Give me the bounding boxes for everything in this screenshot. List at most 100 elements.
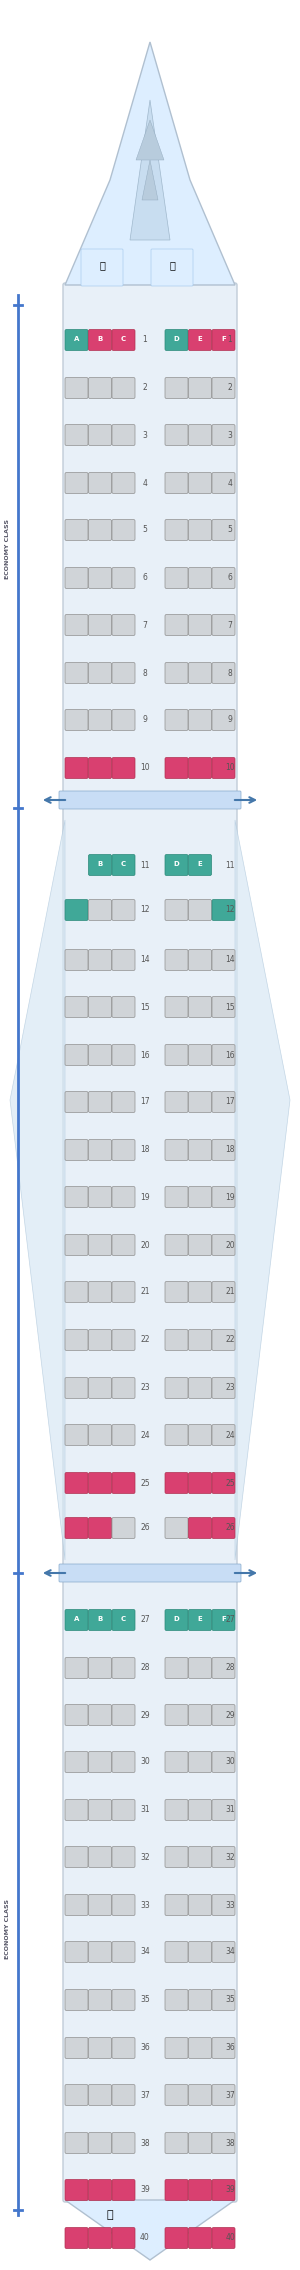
FancyBboxPatch shape	[188, 663, 212, 683]
FancyBboxPatch shape	[188, 568, 212, 588]
FancyBboxPatch shape	[112, 758, 135, 779]
FancyBboxPatch shape	[188, 2038, 212, 2059]
Text: 32: 32	[225, 1852, 235, 1861]
FancyBboxPatch shape	[88, 854, 112, 876]
FancyBboxPatch shape	[112, 1473, 135, 1494]
Text: 17: 17	[140, 1096, 150, 1105]
FancyBboxPatch shape	[212, 1941, 235, 1964]
FancyBboxPatch shape	[112, 472, 135, 493]
FancyBboxPatch shape	[165, 1752, 188, 1773]
FancyBboxPatch shape	[112, 2038, 135, 2059]
FancyBboxPatch shape	[165, 1519, 188, 1539]
Text: 36: 36	[225, 2043, 235, 2052]
FancyBboxPatch shape	[188, 1473, 212, 1494]
FancyBboxPatch shape	[65, 1235, 88, 1255]
Text: F: F	[221, 336, 226, 343]
Text: 34: 34	[140, 1948, 150, 1957]
FancyBboxPatch shape	[88, 1044, 112, 1065]
FancyBboxPatch shape	[112, 1800, 135, 1821]
Text: 12: 12	[225, 906, 235, 915]
FancyBboxPatch shape	[165, 377, 188, 400]
FancyBboxPatch shape	[65, 1519, 88, 1539]
FancyBboxPatch shape	[165, 1989, 188, 2011]
FancyBboxPatch shape	[88, 2179, 112, 2200]
FancyBboxPatch shape	[88, 1800, 112, 1821]
FancyBboxPatch shape	[88, 568, 112, 588]
Polygon shape	[10, 819, 65, 1559]
Text: 14: 14	[225, 956, 235, 965]
FancyBboxPatch shape	[65, 2084, 88, 2107]
Text: F: F	[221, 1616, 226, 1623]
FancyBboxPatch shape	[165, 997, 188, 1017]
Text: 17: 17	[225, 1096, 235, 1105]
FancyBboxPatch shape	[88, 899, 112, 922]
Text: A: A	[74, 1616, 79, 1623]
Text: 6: 6	[142, 574, 147, 583]
FancyBboxPatch shape	[165, 1895, 188, 1916]
Text: 23: 23	[140, 1382, 150, 1392]
Text: 27: 27	[140, 1616, 150, 1625]
FancyBboxPatch shape	[165, 1657, 188, 1678]
FancyBboxPatch shape	[212, 1092, 235, 1112]
Text: 38: 38	[225, 2138, 235, 2147]
Text: 22: 22	[225, 1335, 235, 1344]
FancyBboxPatch shape	[88, 1283, 112, 1303]
Text: 18: 18	[225, 1146, 235, 1155]
FancyBboxPatch shape	[59, 790, 241, 808]
FancyBboxPatch shape	[188, 2084, 212, 2107]
Text: 32: 32	[140, 1852, 150, 1861]
Text: 6: 6	[228, 574, 232, 583]
FancyBboxPatch shape	[112, 1519, 135, 1539]
FancyBboxPatch shape	[212, 1283, 235, 1303]
FancyBboxPatch shape	[65, 1283, 88, 1303]
FancyBboxPatch shape	[188, 949, 212, 972]
FancyBboxPatch shape	[65, 1941, 88, 1964]
FancyBboxPatch shape	[59, 1564, 241, 1582]
FancyBboxPatch shape	[112, 1140, 135, 1160]
FancyBboxPatch shape	[212, 1140, 235, 1160]
Text: 26: 26	[140, 1523, 150, 1532]
FancyBboxPatch shape	[188, 1187, 212, 1208]
FancyBboxPatch shape	[88, 424, 112, 445]
FancyBboxPatch shape	[212, 1895, 235, 1916]
Text: 31: 31	[225, 1805, 235, 1814]
FancyBboxPatch shape	[88, 377, 112, 400]
FancyBboxPatch shape	[165, 1800, 188, 1821]
FancyBboxPatch shape	[188, 1609, 212, 1630]
Text: 5: 5	[142, 524, 147, 533]
FancyBboxPatch shape	[112, 520, 135, 540]
FancyBboxPatch shape	[188, 854, 212, 876]
FancyBboxPatch shape	[188, 997, 212, 1017]
FancyBboxPatch shape	[165, 472, 188, 493]
FancyBboxPatch shape	[65, 1657, 88, 1678]
FancyBboxPatch shape	[112, 1283, 135, 1303]
FancyBboxPatch shape	[88, 1473, 112, 1494]
FancyBboxPatch shape	[165, 1044, 188, 1065]
Text: C: C	[121, 860, 126, 867]
FancyBboxPatch shape	[165, 424, 188, 445]
FancyBboxPatch shape	[65, 1800, 88, 1821]
FancyBboxPatch shape	[88, 1235, 112, 1255]
FancyBboxPatch shape	[65, 1092, 88, 1112]
Text: B: B	[98, 860, 103, 867]
FancyBboxPatch shape	[112, 329, 135, 350]
FancyBboxPatch shape	[212, 2132, 235, 2154]
FancyBboxPatch shape	[65, 1752, 88, 1773]
FancyBboxPatch shape	[151, 250, 193, 286]
FancyBboxPatch shape	[212, 1846, 235, 1868]
FancyBboxPatch shape	[212, 568, 235, 588]
Text: 11: 11	[140, 860, 150, 869]
FancyBboxPatch shape	[212, 472, 235, 493]
FancyBboxPatch shape	[165, 1426, 188, 1446]
FancyBboxPatch shape	[188, 1705, 212, 1725]
FancyBboxPatch shape	[212, 615, 235, 636]
FancyBboxPatch shape	[212, 1989, 235, 2011]
FancyBboxPatch shape	[88, 472, 112, 493]
FancyBboxPatch shape	[88, 1092, 112, 1112]
FancyBboxPatch shape	[212, 899, 235, 922]
Text: 35: 35	[140, 1995, 150, 2004]
FancyBboxPatch shape	[212, 377, 235, 400]
Text: 36: 36	[140, 2043, 150, 2052]
FancyBboxPatch shape	[112, 1378, 135, 1398]
Text: ECONOMY CLASS: ECONOMY CLASS	[5, 1900, 10, 1959]
